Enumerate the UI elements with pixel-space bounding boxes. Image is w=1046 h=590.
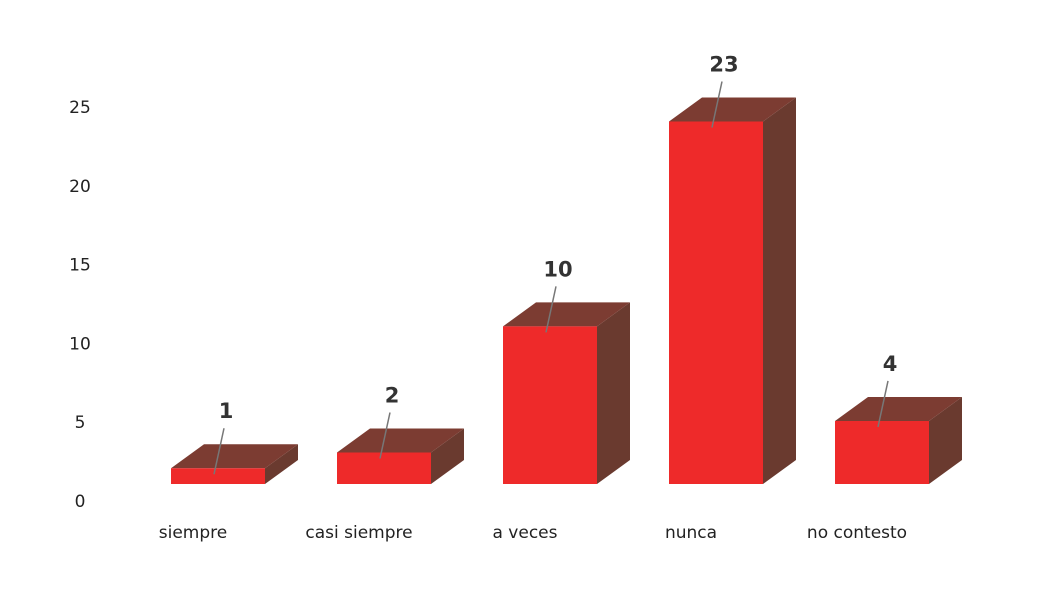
bar [669,97,796,485]
bar-top [171,444,298,469]
value-label: 2 [385,383,400,407]
leader-line [213,428,225,475]
bar-side [431,428,464,484]
x-tick-label: casi siempre [305,523,412,543]
x-tick-label: siempre [159,523,227,543]
bar-front [171,468,265,484]
bar [503,302,630,484]
bar-top [337,428,464,453]
bar-top [835,396,962,421]
bar-side [265,444,298,484]
leader-line [379,412,391,459]
bar-top [503,302,630,327]
bar [835,396,962,484]
leader-line [545,286,557,333]
y-tick-label: 10 [69,334,91,354]
x-tick-label: nunca [665,523,717,543]
value-label: 23 [709,53,738,77]
bar-side [597,302,630,484]
bar-side [929,396,962,484]
y-tick-label: 20 [69,177,91,197]
x-tick-label: no contesto [807,523,907,543]
bar-front [835,420,929,484]
bar-top [669,97,796,122]
y-tick-label: 25 [69,98,91,118]
y-tick-label: 5 [75,413,86,433]
y-tick-label: 0 [75,492,86,512]
bar [337,428,464,484]
leader-line [711,81,723,128]
leader-line [877,380,889,428]
x-tick-label: a veces [492,523,557,543]
bar-front [503,326,597,484]
bar-front [669,121,763,485]
bar-side [763,97,796,485]
value-label: 10 [543,257,572,281]
value-label: 4 [883,352,898,376]
value-label: 1 [219,399,234,423]
y-tick-label: 15 [69,256,91,276]
bar [171,444,298,484]
bar-front [337,452,431,484]
